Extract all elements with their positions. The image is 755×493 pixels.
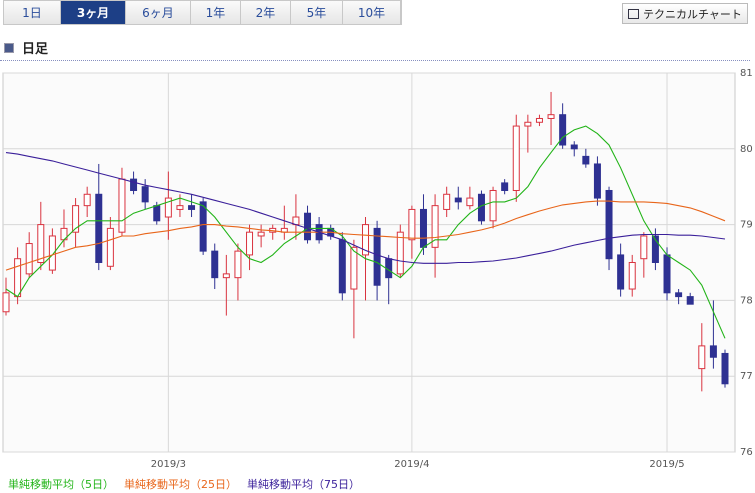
candle-body [95,193,103,263]
candle-body [501,182,509,191]
candle-body [48,235,56,271]
candle-body [211,250,219,279]
section-header: 日足 [4,38,48,57]
candle-body [675,292,683,298]
candle-body [130,178,138,191]
candle-body [83,193,91,207]
y-tick-label: 77 [740,371,753,382]
candle-body [535,117,543,123]
candle-body [37,224,45,264]
candle-body [547,114,555,119]
range-tab[interactable]: 2年 [241,1,291,24]
candle-body [257,231,265,237]
candle-body [431,205,439,248]
technical-chart-button[interactable]: テクニカルチャート [622,3,748,24]
candle-body [373,227,381,286]
candle-body [512,125,520,191]
range-tab[interactable]: 3ヶ月 [61,1,126,24]
candle-body [686,296,694,305]
candle-body [350,246,358,290]
candle-body [570,144,578,150]
legend-entry: 単純移動平均（75日） [247,477,360,491]
candle-body [362,224,369,256]
candle-body [118,178,126,233]
candle-body [234,250,242,279]
range-tab[interactable]: 5年 [291,1,343,24]
y-tick-label: 76 [740,447,753,458]
candle-body [408,208,416,241]
candle-body [2,292,10,313]
legend-entry: 単純移動平均（5日） [8,477,114,491]
plot-area [2,72,736,453]
y-tick-label: 78 [740,295,753,306]
candle-body [304,212,312,241]
range-tab[interactable]: 10年 [343,1,401,24]
candle-body [188,205,196,210]
candle-body [25,243,33,275]
candle-body [153,205,161,222]
y-tick-label: 79 [740,220,753,231]
candle-body [454,197,462,203]
candle-body [628,262,636,290]
candle-body [246,231,254,256]
candle-body [222,273,230,279]
candle-body [14,258,22,298]
candle-body [489,189,497,222]
y-tick-label: 80 [740,144,753,155]
section-title: 日足 [22,42,49,57]
candle-body [176,205,184,210]
candle-body [106,227,114,267]
candle-body [524,121,532,127]
range-tab[interactable]: 1年 [191,1,241,24]
candle-body [651,235,659,264]
x-tick-label: 2019/3 [151,459,186,470]
icon [4,42,14,53]
range-tab[interactable]: 6ヶ月 [126,1,191,24]
candle-body [582,155,590,165]
candle-body [338,239,346,294]
candle-body [709,345,717,358]
moving-average-line [5,200,726,271]
candle-body [721,352,729,385]
icon [628,8,640,19]
candle-body [593,163,601,199]
candle-body [698,345,706,370]
y-tick-label: 81 [740,68,753,79]
candle-body [663,254,671,294]
range-tabs: 1日 3ヶ月 6ヶ月 1年 2年 5年 10年 [3,0,402,25]
candle-body [559,114,567,146]
candle-body [466,197,474,207]
candle-body [443,193,451,210]
candle-body [617,254,625,290]
candle-body [164,197,172,218]
moving-average-line [5,152,726,264]
button-label: テクニカルチャート [643,7,742,21]
candle-body [141,186,149,203]
candle-body [199,201,207,252]
range-tab[interactable]: 1日 [4,1,61,24]
candle-body [419,208,427,248]
candle-body [72,205,80,233]
candle-body [605,189,613,260]
candle-body [396,231,404,275]
candle-body [640,235,648,260]
moving-average-line [5,125,726,339]
legend-entry: 単純移動平均（25日） [124,477,237,491]
divider [0,60,750,61]
x-tick-label: 2019/5 [649,459,684,470]
x-tick-label: 2019/4 [394,459,429,470]
